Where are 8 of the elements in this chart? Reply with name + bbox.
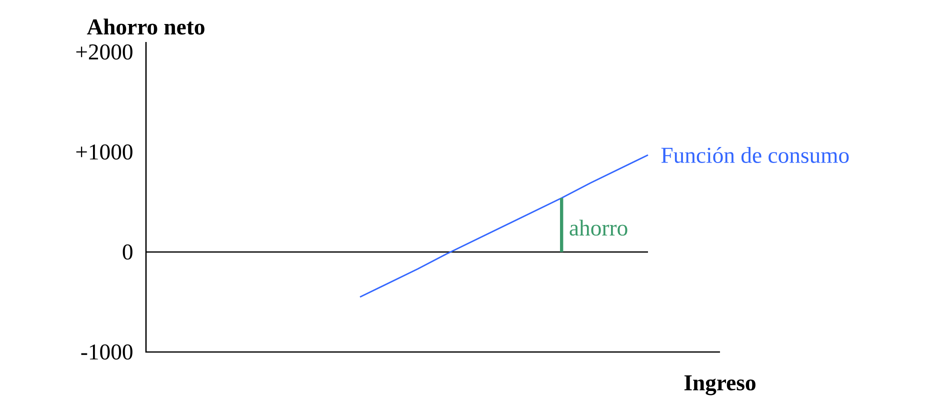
series-label: Función de consumo — [661, 146, 849, 163]
y-tick-label: 0 — [122, 244, 132, 260]
y-tick-label: +2000 — [76, 44, 132, 60]
y-tick-label: +1000 — [76, 144, 132, 160]
x-axis-title: Ingreso — [684, 375, 756, 396]
y-axis-title: Ahorro neto — [86, 18, 204, 35]
series-label: ahorro — [570, 220, 628, 236]
y-tick-label: -1000 — [81, 344, 132, 360]
